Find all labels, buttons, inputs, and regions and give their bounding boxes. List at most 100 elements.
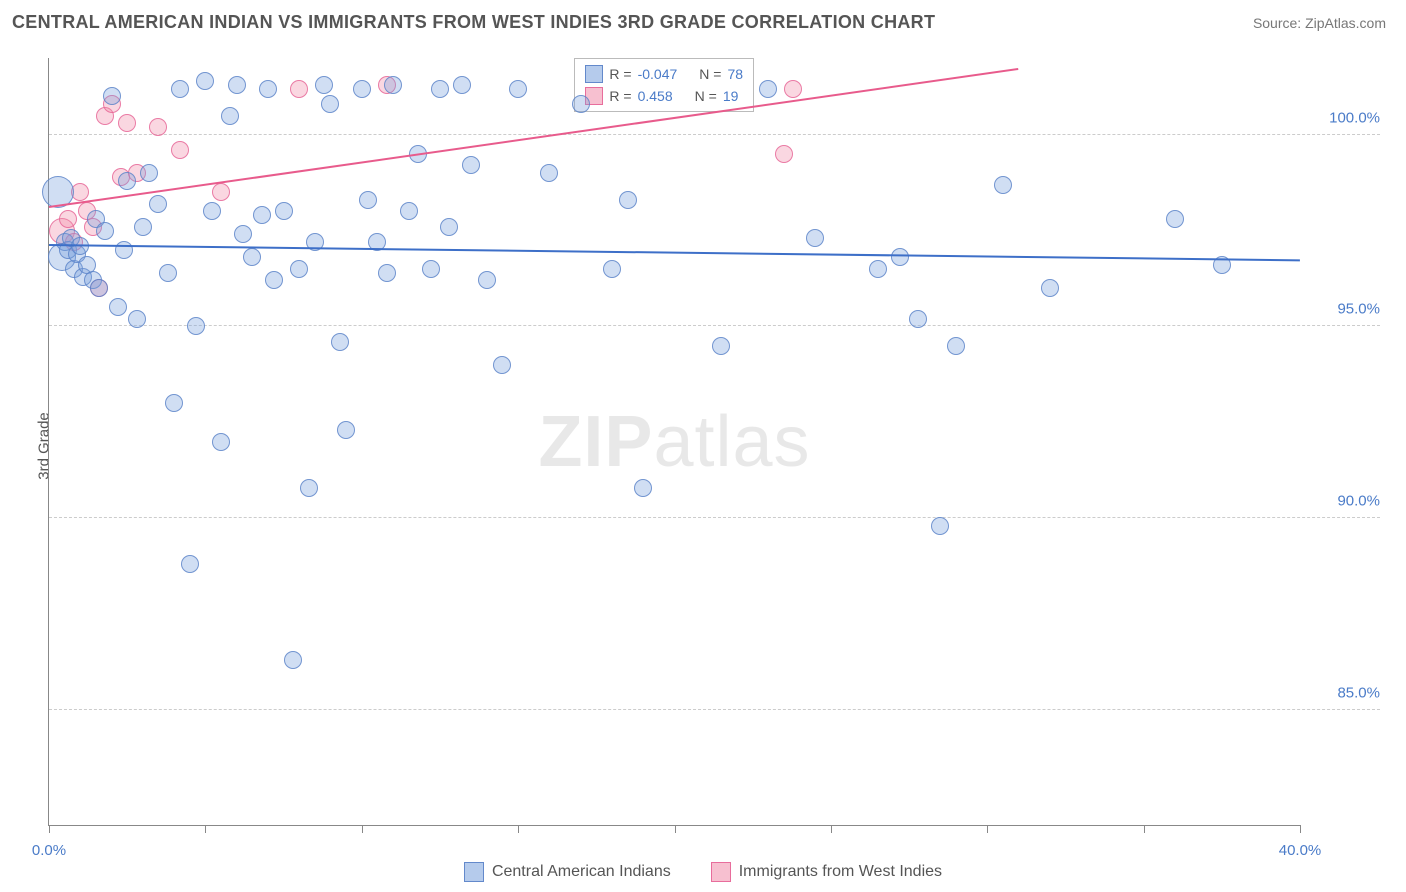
correlation-legend: R = -0.047N =78R = 0.458N =19 <box>574 58 754 112</box>
legend-n-label: N = <box>699 66 721 82</box>
grid-line <box>49 325 1380 326</box>
data-point <box>712 337 730 355</box>
data-point <box>290 260 308 278</box>
legend-n-value: 78 <box>727 66 743 82</box>
data-point <box>187 317 205 335</box>
data-point <box>493 356 511 374</box>
data-point <box>134 218 152 236</box>
data-point <box>422 260 440 278</box>
trend-line-pink <box>49 68 1019 208</box>
data-point <box>118 172 136 190</box>
data-point <box>869 260 887 278</box>
data-point <box>159 264 177 282</box>
data-point <box>1041 279 1059 297</box>
x-tick <box>1144 825 1145 833</box>
data-point <box>331 333 349 351</box>
data-point <box>315 76 333 94</box>
data-point <box>453 76 471 94</box>
x-tick <box>831 825 832 833</box>
data-point <box>775 145 793 163</box>
data-point <box>228 76 246 94</box>
data-point <box>462 156 480 174</box>
grid-line <box>49 134 1380 135</box>
legend-r-label: R = <box>609 88 631 104</box>
y-tick-label: 90.0% <box>1337 493 1380 510</box>
data-point <box>891 248 909 266</box>
series-legend: Central American Indians Immigrants from … <box>0 862 1406 882</box>
data-point <box>118 114 136 132</box>
data-point <box>253 206 271 224</box>
data-point <box>171 80 189 98</box>
data-point <box>115 241 133 259</box>
data-point <box>321 95 339 113</box>
legend-row: R = -0.047N =78 <box>575 63 753 85</box>
data-point <box>140 164 158 182</box>
data-point <box>440 218 458 236</box>
x-tick <box>1300 825 1301 833</box>
x-tick <box>987 825 988 833</box>
data-point <box>165 394 183 412</box>
data-point <box>203 202 221 220</box>
x-tick <box>362 825 363 833</box>
data-point <box>572 95 590 113</box>
x-tick <box>518 825 519 833</box>
y-tick-label: 100.0% <box>1329 109 1380 126</box>
data-point <box>384 76 402 94</box>
data-point <box>171 141 189 159</box>
chart-title: CENTRAL AMERICAN INDIAN VS IMMIGRANTS FR… <box>12 12 935 33</box>
data-point <box>212 183 230 201</box>
data-point <box>59 210 77 228</box>
data-point <box>909 310 927 328</box>
legend-label: Central American Indians <box>492 863 671 881</box>
data-point <box>221 107 239 125</box>
x-tick-label: 0.0% <box>32 842 66 859</box>
data-point <box>931 517 949 535</box>
data-point <box>634 479 652 497</box>
data-point <box>431 80 449 98</box>
legend-row: R = 0.458 N = 19 <box>575 85 753 107</box>
data-point <box>359 191 377 209</box>
data-point <box>759 80 777 98</box>
data-point <box>478 271 496 289</box>
data-point <box>300 479 318 497</box>
y-tick-label: 95.0% <box>1337 301 1380 318</box>
data-point <box>509 80 527 98</box>
data-point <box>275 202 293 220</box>
grid-line <box>49 709 1380 710</box>
data-point <box>290 80 308 98</box>
data-point <box>149 195 167 213</box>
data-point <box>994 176 1012 194</box>
data-point <box>1166 210 1184 228</box>
legend-n-value: 19 <box>723 88 739 104</box>
data-point <box>103 87 121 105</box>
legend-swatch <box>585 65 603 83</box>
legend-label: Immigrants from West Indies <box>739 863 942 881</box>
data-point <box>259 80 277 98</box>
legend-n-label: N = <box>695 88 717 104</box>
data-point <box>947 337 965 355</box>
data-point <box>603 260 621 278</box>
legend-r-value: 0.458 <box>638 88 673 104</box>
data-point <box>400 202 418 220</box>
data-point <box>284 651 302 669</box>
bottom-legend-item: Immigrants from West Indies <box>711 862 942 882</box>
data-point <box>265 271 283 289</box>
grid-line <box>49 517 1380 518</box>
y-tick-label: 85.0% <box>1337 684 1380 701</box>
data-point <box>181 555 199 573</box>
data-point <box>212 433 230 451</box>
data-point <box>806 229 824 247</box>
data-point <box>619 191 637 209</box>
data-point <box>149 118 167 136</box>
data-point <box>128 310 146 328</box>
x-tick <box>675 825 676 833</box>
data-point <box>540 164 558 182</box>
x-tick <box>205 825 206 833</box>
trend-line-blue <box>49 244 1300 261</box>
data-point <box>243 248 261 266</box>
legend-swatch <box>711 862 731 882</box>
legend-swatch <box>464 862 484 882</box>
watermark: ZIPatlas <box>538 401 810 483</box>
data-point <box>353 80 371 98</box>
data-point <box>90 279 108 297</box>
